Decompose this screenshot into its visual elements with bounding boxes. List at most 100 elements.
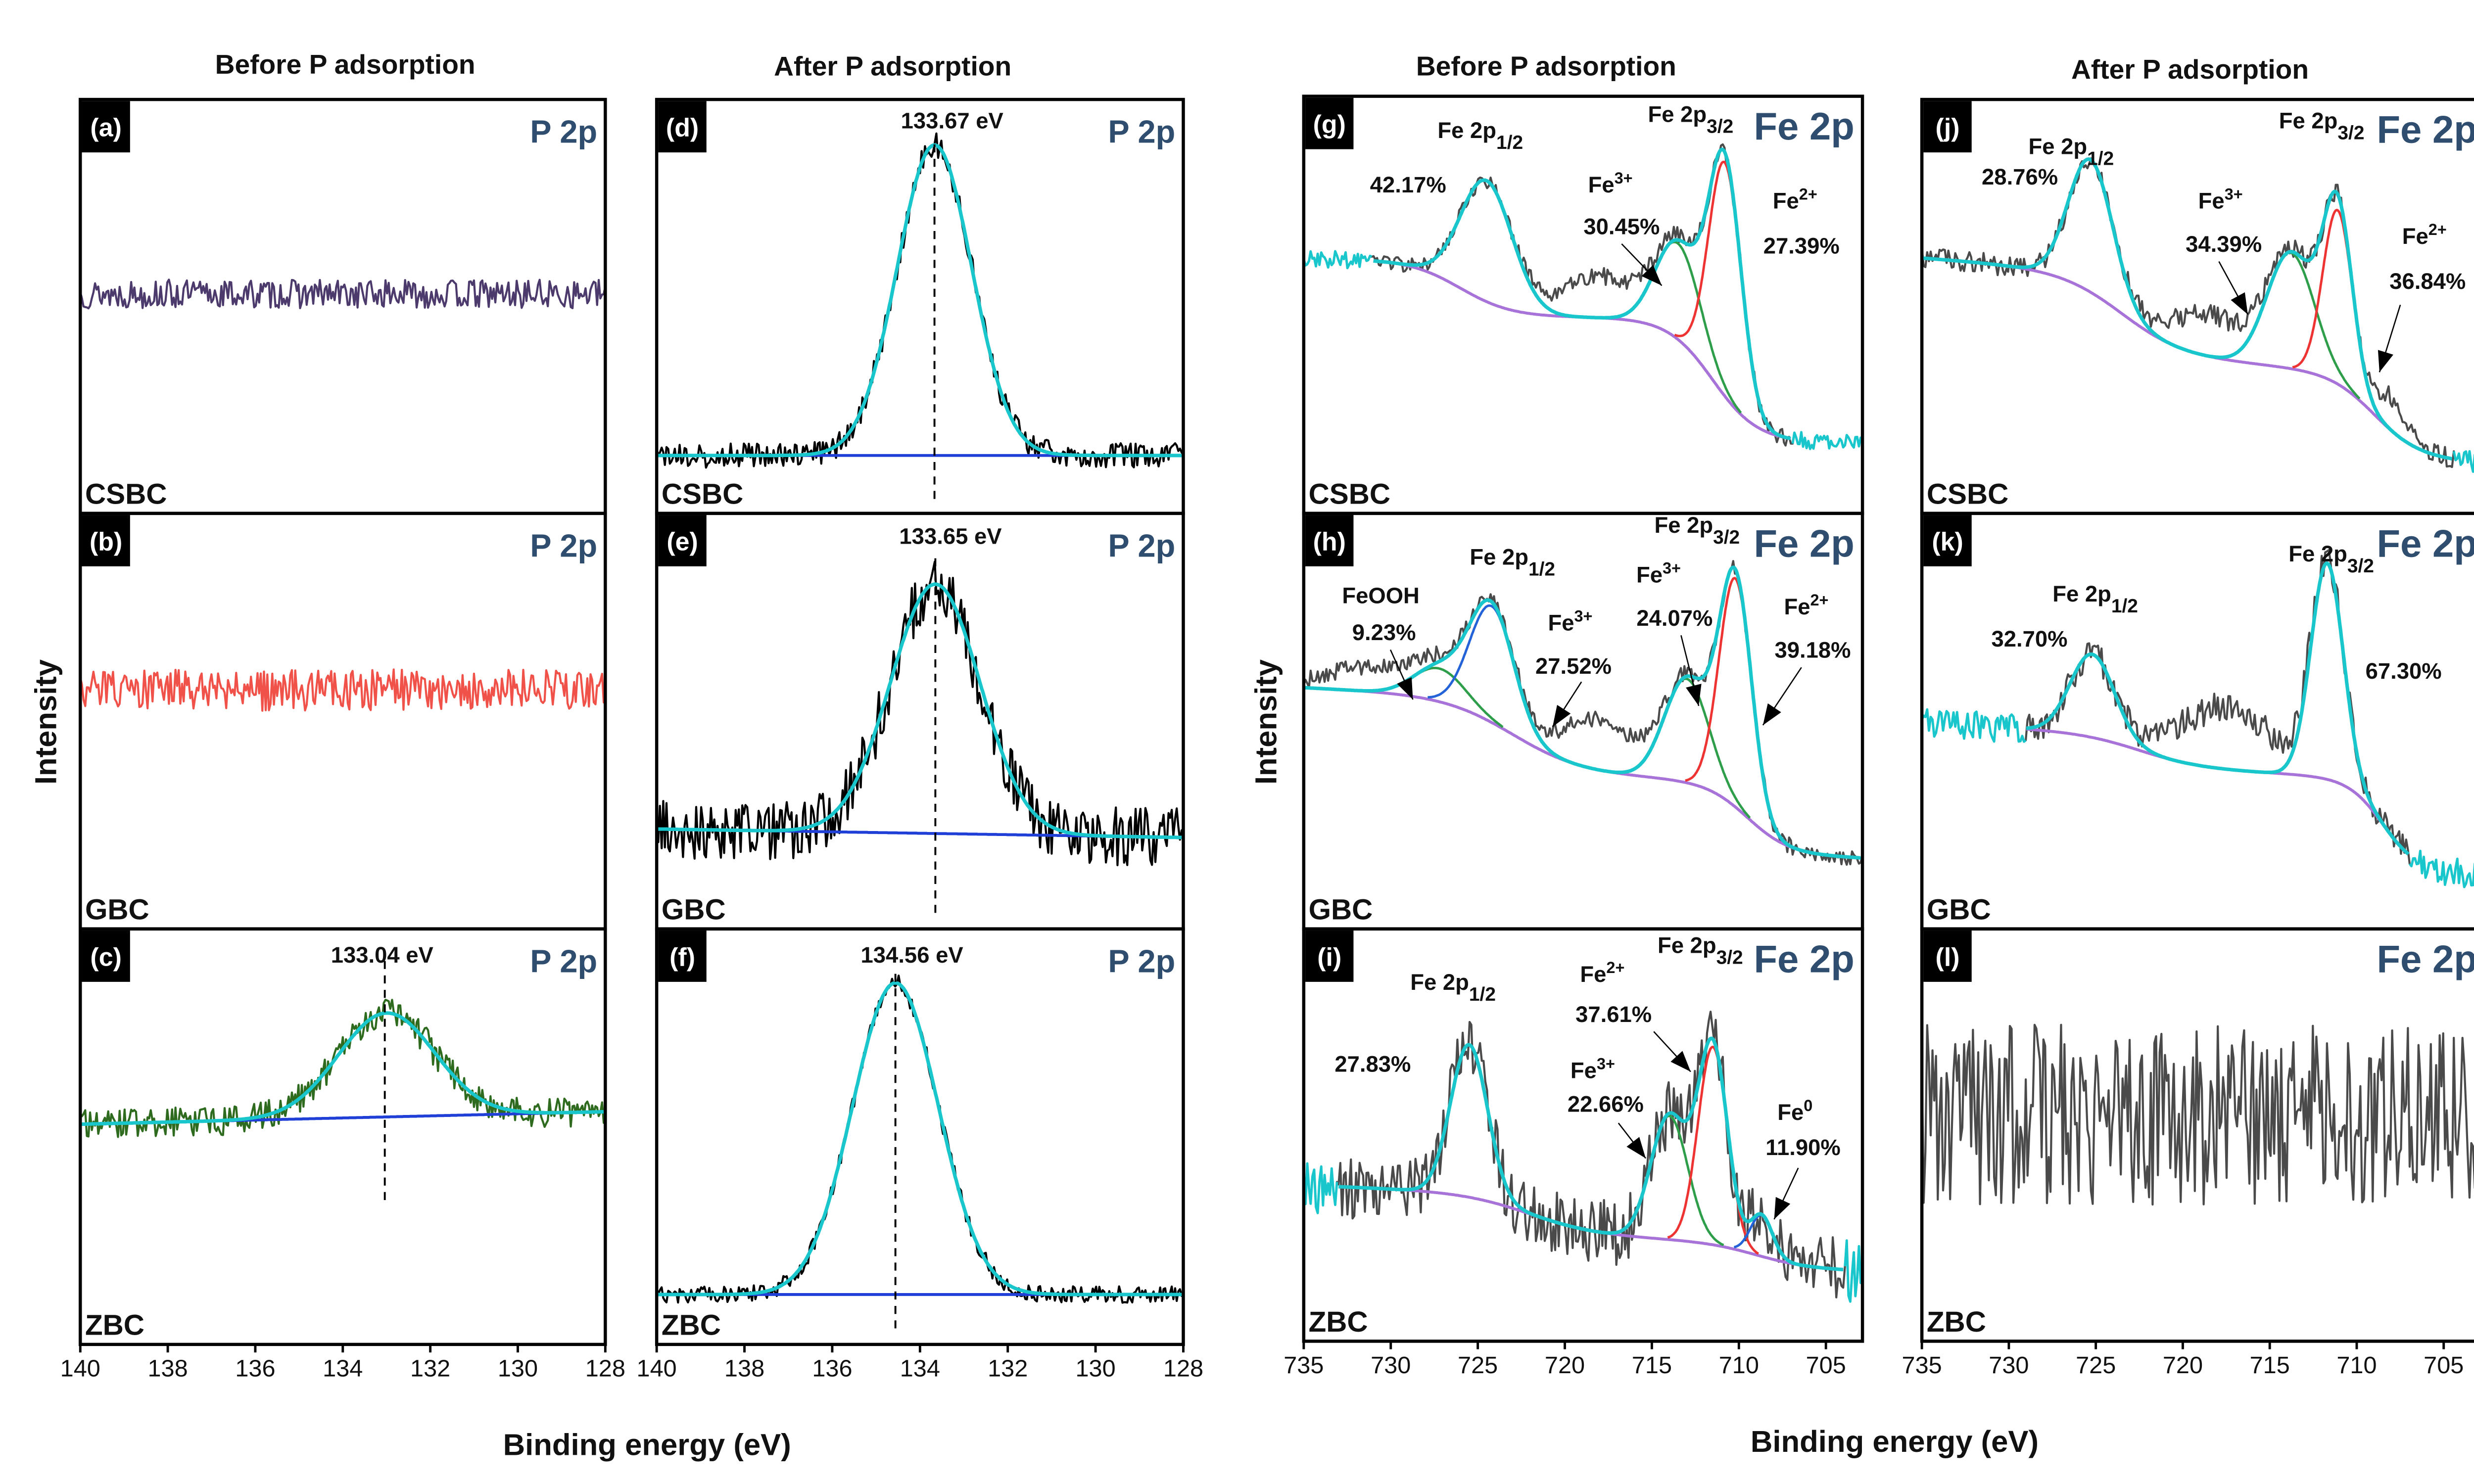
x-tick-label: 128 [1163,1355,1203,1382]
annotation-text: Fe 2p [2052,581,2111,606]
annotation-arrowhead [2378,350,2393,372]
annotation-text: 27.52% [1535,653,1612,679]
annotation-label: Fe 2p3/2 [2288,541,2374,576]
data-line-edge [1302,1162,1338,1214]
panel-label: (l) [1936,942,1960,971]
panel-d: (d) P 2p CSBC 133.67 eV [655,97,1185,515]
column-title-4: After P adsorption [2071,54,2309,85]
annotation-text: 30.45% [1583,214,1660,239]
fit-envelope-line [1921,157,2453,461]
annotation-text: 11.90% [1765,1135,1841,1160]
data-line-edge [1302,250,1373,270]
sample-label: ZBC [662,1309,721,1341]
fit-envelope-line [2025,561,2410,856]
panel-c: (c) P 2p ZBC 133.04 eV 140 138 136 134 132 130 128 [60,927,625,1382]
panel-label-box [82,101,130,153]
annotation-label: 34.39% [2186,232,2262,257]
element-label: P 2p [1108,527,1175,563]
element-label: P 2p [1108,114,1175,150]
annotation-superscript: 3+ [2225,186,2243,203]
panel-frame [655,927,1185,1346]
annotation-label: 37.61% [1575,1002,1652,1027]
annotation-text: Fe [1636,562,1663,587]
annotation-label: Fe 2p1/2 [1410,970,1496,1005]
annotation-text: 133.04 eV [331,942,433,968]
x-tick-label: 132 [410,1355,450,1382]
panel-label: (e) [666,527,698,556]
fit-envelope-line [1337,1036,1844,1271]
panel-label: (j) [1936,113,1960,142]
panel-frame [1920,97,2474,515]
data-line [1921,1023,2474,1206]
annotation-text: 24.07% [1636,605,1713,631]
background-line [2025,728,2410,855]
panel-label: (h) [1313,527,1346,556]
annotation-text: FeOOH [1342,583,1419,608]
data-line [656,560,1184,867]
x-tick-label: 132 [988,1355,1028,1382]
annotation-superscript: 3+ [1597,1055,1615,1072]
annotation-text: Fe 2p [2279,108,2338,133]
column-title-2: After P adsorption [774,50,1011,81]
x-tick-label: 134 [900,1355,940,1382]
annotation-subscript: 3/2 [1713,526,1740,548]
data-line [1302,1011,1864,1303]
x-tick-label: 130 [498,1355,538,1382]
annotation-subscript: 1/2 [1496,132,1523,153]
annotation-label: 22.66% [1568,1092,1644,1117]
panels: (a) P 2p CSBC (b) P 2p GBC (c) P 2p ZBC 133.04 eV… [60,94,2474,1382]
y-axis-label-right: Intensity [1249,659,1284,785]
x-tick-label: 720 [1545,1352,1585,1379]
panel-label: (i) [1317,942,1341,971]
annotation-text: 32.70% [1992,626,2068,651]
x-tick-label: 128 [585,1355,625,1382]
element-label: P 2p [530,527,597,563]
panel-label: (k) [1932,527,1963,556]
x-tick-label: 730 [1989,1352,2029,1379]
sample-label: CSBC [85,478,167,510]
background-line [1373,259,1792,440]
panel-label: (f) [669,942,695,971]
data-line-edge [1920,708,2027,743]
annotation-label: Fe 2p3/2 [1648,101,1734,137]
annotation-superscript: 0 [1804,1097,1812,1114]
annotation-subscript: 3/2 [1716,947,1743,968]
annotation-text: 34.39% [2186,232,2262,257]
annotation-text: 134.56 eV [861,942,963,968]
annotation-label: Fe3+ [1588,169,1633,197]
annotation-label: 134.56 eV [861,942,963,968]
annotation-text: 42.17% [1370,172,1446,197]
annotation-label: Fe 2p3/2 [1658,932,1743,968]
annotation-label: 133.65 eV [899,523,1001,549]
annotation-text: Fe 2p [1648,101,1707,127]
annotation-text: 133.65 eV [899,523,1001,549]
panel-label-box [1305,97,1354,149]
fit-envelope-line [79,1011,607,1126]
annotation-arrowhead [2231,292,2248,315]
annotation-superscript: 2+ [2428,221,2447,238]
annotation-label: 32.70% [1992,626,2068,651]
x-tick-label: 130 [1075,1355,1115,1382]
panel-label-box [658,515,707,566]
fit-envelope-line [656,582,1185,839]
annotation-label: 39.18% [1774,638,1851,663]
annotation-text: Fe 2p [1658,932,1716,958]
background-line [1921,256,2453,461]
annotation-label: Fe3+ [2198,186,2243,214]
annotation-text: Fe [1580,962,1606,987]
panel-label-box [1923,515,1972,566]
annotation-text: 9.23% [1352,620,1416,645]
element-label: Fe 2p [1754,105,1854,148]
sample-label: CSBC [1309,478,1390,510]
annotation-text: 37.61% [1575,1002,1652,1027]
annotation-label: 24.07% [1636,605,1713,631]
panel-label-box [82,515,130,566]
annotation-label: Fe2+ [1580,959,1624,987]
x-tick-label: 140 [60,1355,100,1382]
element-label: Fe 2p [1754,522,1854,565]
x-axis-label-left: Binding energy (eV) [503,1428,791,1462]
panel-l: (l) Fe 2p ZBC 735 730 725 720 715 710 705 [1902,927,2474,1379]
panel-frame [1302,927,1864,1343]
panel-label: (g) [1313,110,1346,139]
